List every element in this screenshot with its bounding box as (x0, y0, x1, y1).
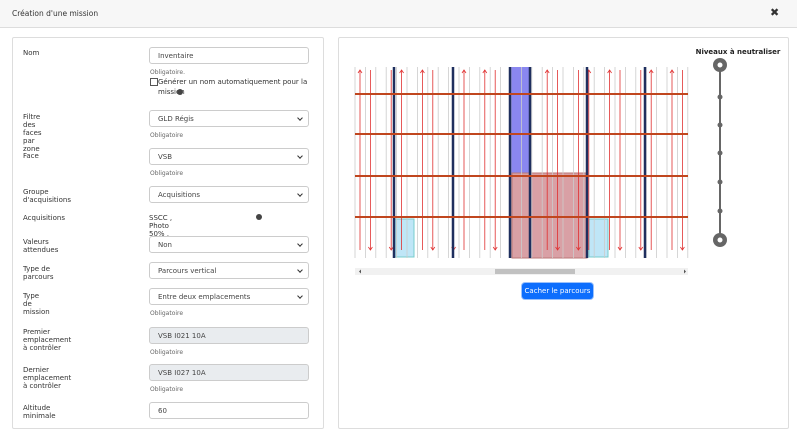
arrow-head (607, 69, 612, 74)
select[interactable]: Parcours vertical (149, 262, 309, 279)
slider-step (717, 208, 723, 214)
scroll-arrow (684, 269, 686, 274)
arrow-head (388, 246, 394, 251)
help-text: Obligatoire (150, 132, 184, 139)
info-icon (256, 214, 262, 220)
field-label: Valeurs attendues (23, 238, 59, 254)
arrow-head (669, 69, 675, 74)
arrow-head (357, 69, 363, 74)
modal-header: Création d'une mission ✖ (0, 0, 797, 28)
arrow-head (680, 246, 685, 251)
field-label: Face (23, 152, 39, 160)
arrow-head (482, 69, 488, 74)
marker-box (394, 218, 415, 258)
page: Création d'une mission ✖ Nom Inventaire Ob… (0, 0, 797, 419)
highlight-column (511, 67, 530, 175)
slider-step (717, 150, 723, 156)
checkbox-label: Générer un nom automatiquement pour la m… (158, 78, 308, 96)
slider-handle-dot (717, 237, 723, 243)
slider-step (717, 179, 723, 185)
arrow-head (399, 69, 404, 74)
scroll-arrow (359, 269, 361, 274)
arrow-head (368, 246, 373, 251)
field-label: Groupe d'acquisitions (23, 188, 71, 204)
selected-zone (511, 172, 588, 259)
select[interactable]: Non (149, 236, 309, 253)
field-label: Premier emplacement à contrôler (23, 328, 72, 352)
help-text: Obligatoire (150, 349, 184, 356)
help-text: Obligatoire. (150, 69, 185, 76)
field-label: Altitude minimale (23, 404, 56, 420)
arrow-head (492, 246, 498, 251)
text-input[interactable]: Inventaire (149, 47, 309, 64)
checkbox[interactable] (150, 78, 158, 86)
diagram (354, 58, 727, 275)
arrow-head (555, 246, 560, 251)
arrow-head (617, 246, 623, 251)
text-input: VSB I021 10A (149, 327, 309, 344)
field-label: Dernier emplacement à contrôler (23, 366, 72, 390)
field-label: Acquisitions (23, 214, 65, 222)
arrow-head (544, 69, 550, 74)
scroll-thumb (495, 269, 575, 274)
field-label: Filtre des faces par zone (23, 113, 42, 153)
slider-step (717, 94, 723, 100)
form-panel (12, 37, 324, 429)
slider-step (717, 122, 723, 128)
help-text: Obligatoire (150, 170, 184, 177)
arrow-head (648, 69, 654, 74)
slider-handle-dot (717, 62, 723, 68)
select[interactable]: Acquisitions (149, 186, 309, 203)
modal-title: Création d'une mission (12, 9, 99, 18)
field-label: Type de mission (23, 292, 50, 316)
field-label: Type de parcours (23, 265, 54, 281)
text-input: VSB I027 10A (149, 364, 309, 381)
arrow-head (461, 69, 467, 74)
slider-title: Niveaux à neutraliser (695, 48, 781, 56)
select[interactable]: GLD Régis (149, 110, 309, 127)
select[interactable]: Entre deux emplacements (149, 288, 309, 305)
help-text: Obligatoire (150, 310, 184, 317)
toggle-path-button[interactable]: Cacher le parcours (522, 283, 593, 299)
arrow-head (420, 69, 425, 74)
arrow-head (638, 246, 644, 251)
close-button[interactable]: ✖ (770, 6, 780, 19)
help-text: Obligatoire (150, 386, 184, 393)
arrow-head (576, 246, 581, 251)
marker-box (588, 218, 609, 258)
arrow-head (430, 246, 436, 251)
select[interactable]: VSB (149, 148, 309, 165)
info-icon (177, 89, 183, 95)
field-label: Nom (23, 49, 40, 57)
